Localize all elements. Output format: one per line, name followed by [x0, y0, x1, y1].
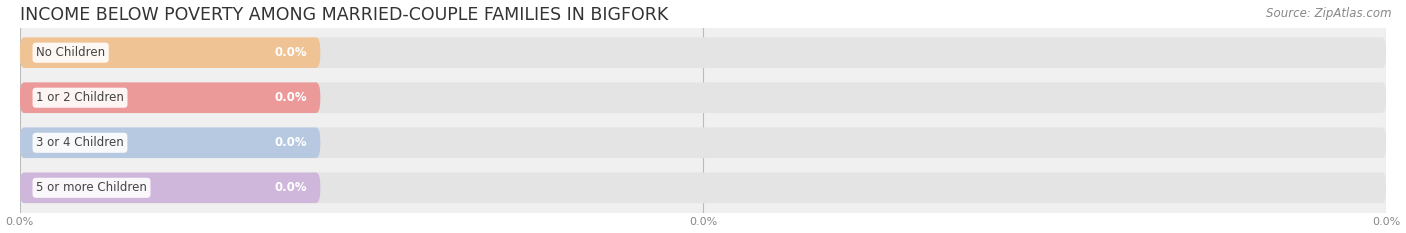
Text: 0.0%: 0.0% — [274, 46, 307, 59]
FancyBboxPatch shape — [20, 37, 1386, 68]
Text: 3 or 4 Children: 3 or 4 Children — [37, 136, 124, 149]
FancyBboxPatch shape — [20, 127, 321, 158]
Text: INCOME BELOW POVERTY AMONG MARRIED-COUPLE FAMILIES IN BIGFORK: INCOME BELOW POVERTY AMONG MARRIED-COUPL… — [20, 6, 668, 24]
FancyBboxPatch shape — [20, 172, 1386, 203]
Text: 0.0%: 0.0% — [274, 136, 307, 149]
Text: 0.0%: 0.0% — [274, 91, 307, 104]
FancyBboxPatch shape — [20, 127, 1386, 158]
Text: No Children: No Children — [37, 46, 105, 59]
Text: 5 or more Children: 5 or more Children — [37, 181, 148, 194]
FancyBboxPatch shape — [20, 82, 321, 113]
FancyBboxPatch shape — [20, 82, 1386, 113]
Text: 0.0%: 0.0% — [274, 181, 307, 194]
FancyBboxPatch shape — [20, 37, 321, 68]
Text: 1 or 2 Children: 1 or 2 Children — [37, 91, 124, 104]
Text: Source: ZipAtlas.com: Source: ZipAtlas.com — [1267, 7, 1392, 20]
FancyBboxPatch shape — [20, 172, 321, 203]
